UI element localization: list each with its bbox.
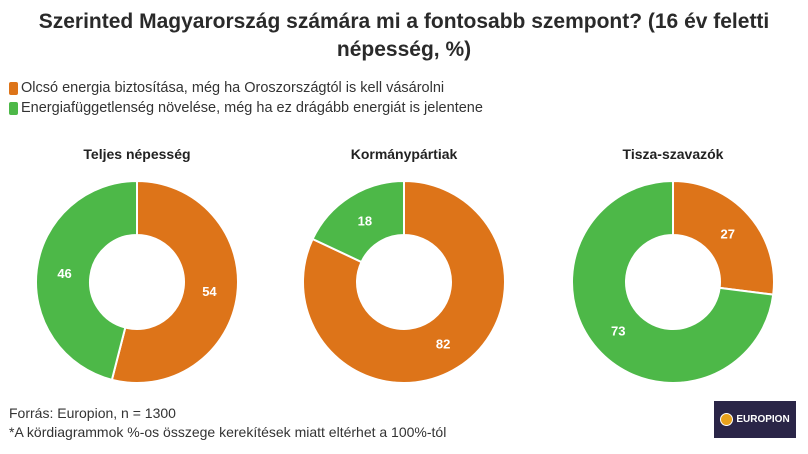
chart-title: Szerinted Magyarország számára mi a font… xyxy=(38,10,770,61)
legend-label: Olcsó energia biztosítása, még ha Oroszo… xyxy=(21,80,445,96)
donut-label-0-1: 46 xyxy=(57,266,71,281)
legend-label: Energiafüggetlenség növelése, még ha ez … xyxy=(21,100,483,116)
legend-item-independence: Energiafüggetlenség növelése, még ha ez … xyxy=(9,100,483,116)
donut-label-1-1: 18 xyxy=(358,213,372,228)
donut-slice-2-0 xyxy=(672,179,775,296)
donut-slice-0-0 xyxy=(110,179,239,384)
legend-swatch-green xyxy=(9,101,18,115)
donut-slice-1-0 xyxy=(302,179,506,384)
donut-slice-2-1 xyxy=(571,179,775,384)
legend-swatch-orange xyxy=(9,81,18,95)
logo-text: EUROPION xyxy=(736,414,790,425)
donut-slice-1-1 xyxy=(311,179,405,264)
donut-label-2-0: 27 xyxy=(721,227,735,242)
chart-title-government: Kormánypártiak xyxy=(350,146,458,162)
donut-label-1-0: 82 xyxy=(436,337,450,352)
donut-label-2-1: 73 xyxy=(611,323,625,338)
europion-logo: EUROPION xyxy=(714,401,796,438)
legend-item-cheap-energy: Olcsó energia biztosítása, még ha Oroszo… xyxy=(9,80,444,96)
donut-label-0-0: 54 xyxy=(202,284,217,299)
donut-slice-0-1 xyxy=(35,179,138,382)
chart-title-tisza: Tisza-szavazók xyxy=(622,146,724,162)
footnote-text: *A kördiagrammok %-os összege kerekítése… xyxy=(9,424,447,440)
logo-coin-icon xyxy=(720,413,734,426)
source-text: Forrás: Europion, n = 1300 xyxy=(9,405,176,421)
chart-title-total: Teljes népesség xyxy=(83,146,191,162)
